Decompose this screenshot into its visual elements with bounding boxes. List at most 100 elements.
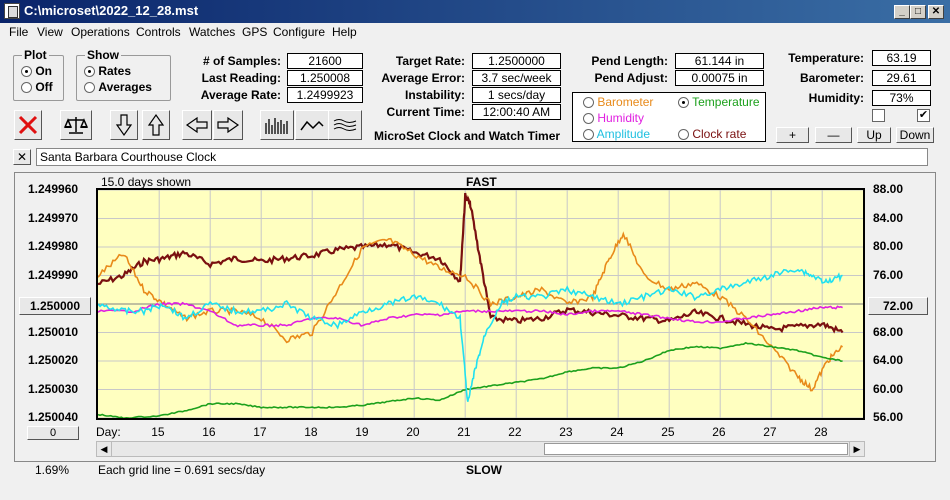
series-clock-rate-label: Clock rate	[692, 127, 747, 141]
checkbox-1[interactable]	[872, 109, 885, 122]
down-button[interactable]: Down	[896, 127, 934, 143]
show-rates-option[interactable]: Rates	[84, 64, 131, 78]
barometer-field: 29.61	[872, 70, 931, 86]
radio-on-icon[interactable]	[84, 66, 95, 78]
app-icon[interactable]	[4, 3, 20, 19]
x-tick-label: 22	[508, 425, 522, 439]
average-rate-label: Average Rate:	[200, 88, 281, 102]
slow-label: SLOW	[466, 463, 502, 477]
x-tick-label: 28	[814, 425, 828, 439]
arrow-right-icon	[217, 116, 240, 134]
arrow-down-button[interactable]	[110, 110, 138, 140]
y-left-tick-label: 1.250010	[28, 324, 79, 339]
scale-icon	[63, 117, 89, 134]
series-line-amplitude	[97, 268, 843, 402]
show-averages-option[interactable]: Averages	[84, 80, 152, 94]
plot-off-option[interactable]: Off	[21, 80, 53, 94]
minus-button[interactable]: —	[815, 127, 852, 143]
menu-help[interactable]: Help	[332, 25, 357, 39]
temperature-label: Temperature:	[788, 51, 864, 65]
scroll-thumb[interactable]	[544, 443, 848, 455]
plot-on-option[interactable]: On	[21, 64, 52, 78]
temperature-field: 63.19	[872, 50, 931, 66]
scroll-left-icon[interactable]: ◀	[97, 442, 112, 456]
series-humidity[interactable]: Humidity	[583, 111, 644, 125]
target-rate-label: Target Rate:	[395, 54, 465, 68]
y-left-tick-label: 1.250020	[28, 353, 79, 367]
up-button[interactable]: Up	[857, 127, 891, 143]
menu-view[interactable]: View	[37, 25, 63, 39]
menu-file[interactable]: File	[9, 25, 29, 39]
series-line-clock-rate	[97, 192, 844, 334]
y-left-tick-label: 1.249970	[28, 210, 79, 225]
radio-off-icon[interactable]	[583, 113, 594, 125]
arrow-left-icon	[185, 116, 208, 134]
menu-gps[interactable]: GPS	[242, 25, 268, 39]
average-error-field: 3.7 sec/week	[472, 70, 561, 86]
x-tick-label: 27	[763, 425, 777, 439]
last-reading-field: 1.250008	[287, 70, 363, 86]
arrow-right-button[interactable]	[213, 110, 243, 140]
pend-length-field[interactable]: 61.144 in	[675, 53, 764, 69]
arrow-up-button[interactable]	[142, 110, 170, 140]
center-value-button[interactable]: 1.250000	[19, 297, 91, 315]
radio-off-icon[interactable]	[678, 129, 689, 141]
series-amplitude[interactable]: Amplitude	[583, 127, 650, 141]
scroll-right-icon[interactable]: ▶	[849, 442, 864, 456]
radio-on-icon[interactable]	[21, 66, 32, 78]
radio-off-icon[interactable]	[21, 82, 32, 94]
menu-configure[interactable]: Configure	[273, 25, 326, 39]
current-time-label: Current Time:	[386, 105, 465, 119]
clear-button[interactable]	[14, 110, 42, 140]
series-temperature[interactable]: Temperature	[678, 95, 760, 109]
y-right-tick-label: 64.00	[873, 353, 904, 367]
y-right-tick-label: 60.00	[873, 381, 904, 396]
series-barometer[interactable]: Barometer	[583, 95, 653, 109]
close-clock-button[interactable]: ✕	[13, 149, 31, 165]
arrow-left-button[interactable]	[182, 110, 212, 140]
wave-button[interactable]	[295, 110, 329, 140]
menu-watches[interactable]: Watches	[189, 25, 236, 39]
zero-button[interactable]: 0	[27, 426, 79, 440]
x-tick-label: 23	[559, 425, 573, 439]
y-left-tick-label: 1.250040	[28, 410, 79, 424]
minimize-button[interactable]: _	[894, 5, 910, 19]
x-tick-label: 17	[253, 425, 267, 439]
clock-name-field[interactable]: Santa Barbara Courthouse Clock	[36, 148, 928, 166]
radio-off-icon[interactable]	[84, 82, 95, 94]
y-right-tick-label: 56.00	[873, 410, 904, 424]
plot-on-label: On	[35, 64, 53, 78]
menu-controls[interactable]: Controls	[136, 25, 181, 39]
horizontal-scrollbar[interactable]: ◀ ▶	[96, 441, 865, 457]
x-tick-label: 18	[304, 425, 318, 439]
target-rate-field[interactable]: 1.2500000	[472, 53, 561, 69]
current-time-field: 12:00:40 AM	[472, 104, 561, 120]
smooth-button[interactable]	[328, 110, 362, 140]
days-shown-label: 15.0 days shown	[101, 175, 192, 189]
balance-button[interactable]	[60, 110, 92, 140]
radio-on-icon[interactable]	[678, 97, 689, 109]
center-right-button[interactable]: 72.00	[868, 297, 928, 315]
x-tick-label: 20	[406, 425, 420, 439]
radio-off-icon[interactable]	[583, 129, 594, 141]
x-tick-label: 21	[457, 425, 471, 439]
checkbox-2[interactable]: ✔	[917, 109, 930, 122]
plus-button[interactable]: +	[776, 127, 809, 143]
series-amplitude-label: Amplitude	[596, 127, 651, 141]
series-clock-rate[interactable]: Clock rate	[678, 127, 746, 141]
radio-off-icon[interactable]	[583, 97, 594, 109]
day-label: Day:	[96, 425, 121, 439]
instability-field: 1 secs/day	[472, 87, 561, 103]
histogram-icon	[265, 118, 288, 134]
maximize-button[interactable]: □	[910, 5, 926, 19]
x-tick-label: 24	[610, 425, 624, 439]
humidity-field: 73%	[872, 90, 931, 106]
plot-off-label: Off	[35, 80, 53, 94]
series-temperature-label: Temperature	[692, 95, 760, 109]
histogram-button[interactable]	[260, 110, 294, 140]
pend-length-label: Pend Length:	[591, 54, 668, 68]
average-error-label: Average Error:	[381, 71, 465, 85]
close-window-button[interactable]: ✕	[928, 5, 944, 19]
menu-operations[interactable]: Operations	[71, 25, 130, 39]
grid-note: Each grid line = 0.691 secs/day	[98, 463, 266, 477]
